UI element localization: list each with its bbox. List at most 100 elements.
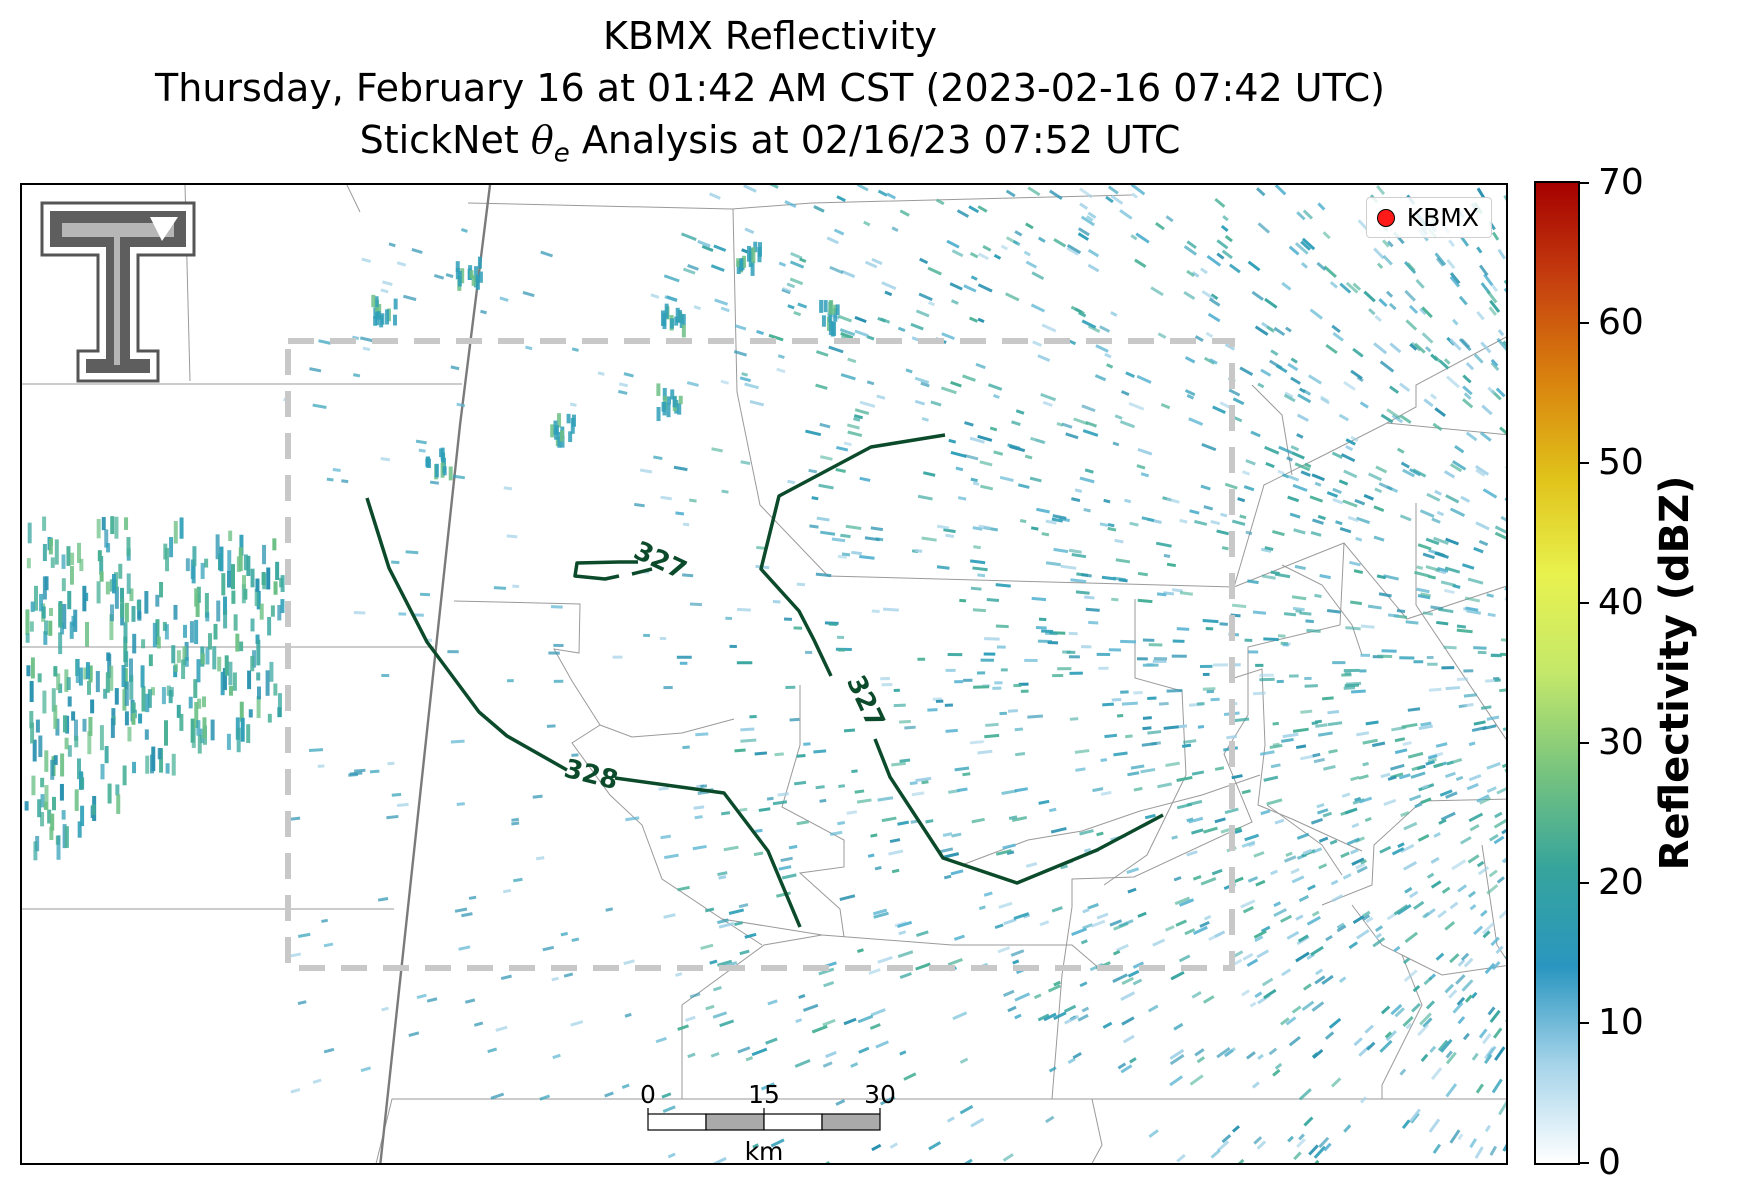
radar-echo <box>856 185 869 192</box>
radar-echo <box>693 805 705 810</box>
radar-echo <box>1007 1005 1017 1013</box>
radar-echo <box>1163 553 1171 558</box>
radar-echo <box>50 759 55 780</box>
radar-echo <box>1355 536 1363 542</box>
radar-echo <box>228 685 233 696</box>
radar-echo <box>1052 673 1064 678</box>
radar-echo <box>1321 974 1334 985</box>
radar-echo <box>1306 628 1321 633</box>
radar-echo <box>725 616 733 621</box>
radar-echo <box>1038 617 1047 622</box>
radar-echo <box>62 824 67 849</box>
radar-echo <box>1147 1004 1159 1013</box>
radar-echo <box>1000 244 1009 251</box>
map-panel[interactable]: 327 327 328 0 15 30 km KBMX <box>20 183 1508 1165</box>
radar-site-marker-icon <box>1376 208 1395 227</box>
radar-echo <box>1233 717 1250 723</box>
radar-echo <box>1502 1138 1506 1152</box>
radar-echo <box>1120 991 1136 1001</box>
radar-echo <box>402 294 417 302</box>
radar-echo <box>964 421 974 427</box>
radar-echo <box>1137 598 1153 604</box>
radar-echo <box>535 856 545 861</box>
radar-echo <box>44 620 49 635</box>
radar-echo <box>1286 456 1293 462</box>
radar-echo <box>1202 672 1210 677</box>
radar-echo <box>1253 1136 1263 1145</box>
radar-echo <box>749 714 757 719</box>
radar-echo <box>815 383 828 390</box>
radar-echo <box>1438 359 1450 370</box>
radar-echo <box>1122 1034 1135 1044</box>
radar-echo <box>1437 909 1447 919</box>
radar-echo <box>376 311 381 320</box>
radar-echo <box>728 908 745 915</box>
radar-echo <box>1011 420 1021 427</box>
radar-echo <box>1133 786 1143 792</box>
radar-echo <box>52 796 57 811</box>
radar-echo <box>1445 1050 1453 1059</box>
radar-echo <box>1231 603 1247 609</box>
radar-echo <box>742 255 747 268</box>
radar-echo <box>1507 553 1508 561</box>
radar-echo <box>815 572 832 578</box>
radar-echo <box>836 445 849 452</box>
analysis-domain-box <box>285 338 1235 971</box>
radar-echo <box>377 303 382 317</box>
radar-echo <box>1506 724 1508 729</box>
radar-echo <box>859 476 871 482</box>
radar-echo <box>1220 224 1229 232</box>
radar-echo <box>1457 1016 1466 1025</box>
radar-echo <box>1379 845 1392 854</box>
radar-echo <box>971 817 985 824</box>
radar-echo <box>1448 239 1455 248</box>
legend-label: KBMX <box>1406 203 1479 232</box>
radar-echo <box>1462 374 1472 384</box>
radar-echo <box>664 295 678 303</box>
radar-echo <box>1200 877 1217 886</box>
radar-echo <box>156 636 161 649</box>
radar-echo <box>110 604 115 622</box>
radar-echo <box>1381 239 1390 248</box>
radar-echo <box>677 1024 689 1031</box>
radar-echo <box>241 584 246 604</box>
radar-echo <box>246 724 251 744</box>
radar-echo <box>1440 1038 1453 1053</box>
radar-echo <box>1345 445 1354 452</box>
radar-echo <box>700 784 708 789</box>
radar-echo <box>1250 430 1261 438</box>
radar-echo <box>1475 1083 1484 1094</box>
radar-echo <box>1156 592 1167 597</box>
radar-echo <box>1084 468 1094 474</box>
radar-echo <box>85 662 90 680</box>
radar-echo <box>1189 1074 1204 1086</box>
radar-echo <box>739 376 752 383</box>
radar-echo <box>1254 991 1263 999</box>
radar-echo <box>1396 447 1405 454</box>
radar-echo <box>617 389 628 395</box>
radar-echo <box>788 844 798 850</box>
radar-echo <box>1311 473 1325 482</box>
radar-echo <box>1192 925 1208 935</box>
radar-echo <box>877 955 893 964</box>
radar-echo <box>73 719 78 741</box>
radar-echo <box>411 247 423 255</box>
radar-echo <box>131 702 136 713</box>
radar-echo <box>103 688 108 699</box>
radar-echo <box>99 555 104 575</box>
radar-echo <box>1280 1017 1290 1026</box>
radar-echo <box>1464 702 1474 708</box>
radar-echo <box>228 530 233 542</box>
radar-echo <box>238 547 243 572</box>
radar-echo <box>1455 775 1464 782</box>
radar-echo <box>473 1021 484 1027</box>
radar-echo <box>1260 368 1272 377</box>
radar-echo <box>1037 639 1053 644</box>
radar-echo <box>1036 507 1050 514</box>
radar-echo <box>662 401 667 416</box>
radar-echo <box>1489 299 1501 313</box>
radar-echo <box>1142 638 1155 642</box>
radar-echo <box>256 686 261 700</box>
radar-echo <box>819 299 824 313</box>
radar-echo <box>553 679 564 683</box>
